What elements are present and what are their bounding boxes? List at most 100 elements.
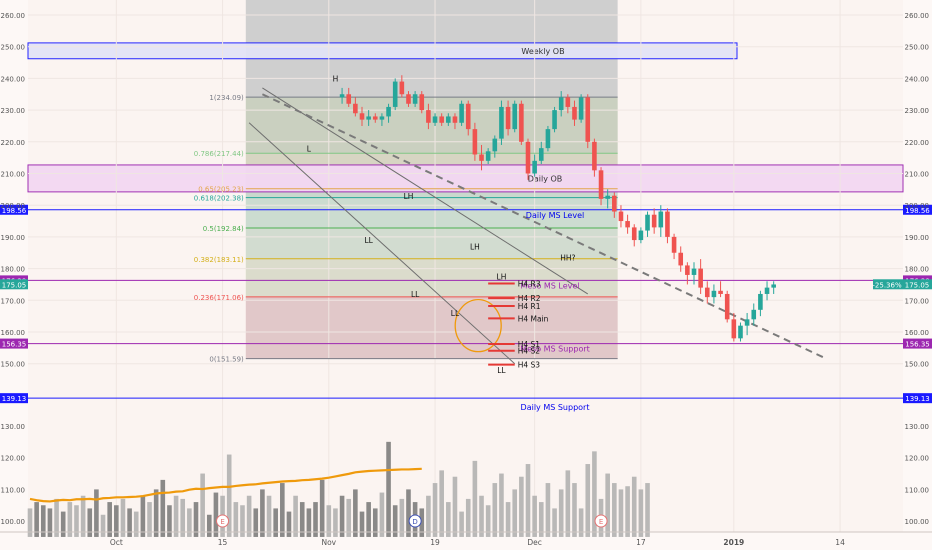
candle-body — [744, 319, 750, 326]
left-price-tick: 220.00 — [1, 139, 26, 147]
volume-bar — [27, 508, 33, 537]
candle-body — [452, 116, 458, 123]
volume-bar — [286, 511, 292, 537]
volume-bar — [638, 489, 644, 537]
right-volume-tick: 120.00 — [905, 455, 930, 463]
right-price-tick: 190.00 — [905, 234, 930, 242]
left-volume-tick: 130.00 — [1, 423, 26, 431]
left-price-tick: 200.00 — [1, 202, 26, 210]
volume-bar — [87, 508, 93, 537]
structure-label: LL — [364, 236, 373, 245]
right-price-tick: 250.00 — [905, 44, 930, 52]
volume-bar — [439, 470, 444, 537]
volume-bar — [319, 479, 325, 537]
volume-bar — [392, 505, 398, 537]
volume-bar — [612, 483, 617, 537]
candle-body — [485, 151, 491, 161]
key-level-label: Daily MS Level — [526, 211, 584, 220]
left-price-tick: 210.00 — [1, 171, 26, 179]
volume-bar — [399, 498, 405, 537]
volume-bar — [280, 483, 285, 537]
volume-bar — [339, 495, 345, 537]
structure-label: LH — [404, 192, 414, 201]
volume-bar — [293, 495, 298, 537]
candle-body — [392, 81, 398, 107]
right-volume-tick: 100.00 — [905, 518, 930, 526]
volume-bar — [60, 511, 66, 537]
volume-bar — [47, 508, 53, 537]
volume-bar — [512, 489, 518, 537]
fib-level-label: 0.618(202.38) — [194, 195, 244, 203]
candle-body — [339, 94, 345, 98]
right-price-tag — [903, 338, 932, 349]
pivot-label: H4 R2 — [518, 294, 541, 303]
fib-level-label: 1(234.09) — [209, 94, 244, 102]
candle-body — [618, 211, 624, 222]
candle-body — [426, 110, 431, 123]
volume-bar — [313, 502, 318, 537]
key-level-label: Daily MS Support — [521, 403, 590, 412]
volume-bar — [605, 473, 610, 537]
candle-body — [525, 141, 531, 174]
volume-bar — [346, 498, 352, 537]
zone-label: Weekly OB — [521, 47, 564, 56]
volume-bar — [34, 502, 39, 537]
key-level-label: Meso MS Level — [520, 281, 579, 290]
fib-band — [245, 197, 618, 229]
volume-bar — [519, 476, 524, 537]
current-price-tag-left-text: 175.05 — [2, 281, 27, 289]
volume-bar — [67, 502, 73, 537]
volume-bar — [552, 508, 557, 537]
candle-body — [578, 97, 584, 120]
left-price-tag — [0, 338, 28, 349]
volume-bar — [299, 502, 305, 537]
current-price-tag-right-text: 175.05 — [905, 281, 930, 289]
volume-bar — [246, 495, 252, 537]
candle-body — [704, 287, 710, 298]
volume-bar — [585, 464, 591, 537]
labels-layer: 1(234.09) 0.786(217.44) 0.65(205.23)0.618(… — [194, 75, 608, 528]
volume-bar — [618, 489, 624, 537]
volume-bar — [592, 451, 597, 537]
candle-body — [718, 290, 723, 294]
candle-body — [572, 106, 577, 120]
candle-body — [545, 129, 551, 149]
event-marker-label: E — [599, 518, 603, 526]
left-price-tag-text: 139.13 — [2, 395, 27, 403]
structure-label: HH? — [560, 254, 575, 263]
right-price-tag — [903, 204, 932, 215]
left-price-tag — [0, 393, 28, 404]
volume-bar — [173, 495, 179, 537]
x-tick-label: Oct — [110, 538, 123, 547]
event-marker — [594, 514, 608, 528]
candle-body — [565, 97, 571, 107]
candle-body — [585, 97, 591, 142]
volume-bar — [133, 511, 139, 537]
candle-body — [499, 106, 504, 139]
x-tick-label: 2019 — [723, 538, 744, 547]
zone-label: Daily OB — [528, 174, 563, 183]
event-marker-label: E — [220, 518, 224, 526]
volume-bar — [505, 502, 511, 537]
x-tick-label: 15 — [218, 538, 228, 547]
fib-band — [245, 188, 618, 198]
volume-bar — [167, 505, 172, 537]
volume-bar — [213, 492, 219, 537]
trend-dashed-line — [261, 93, 828, 360]
volume-bar — [54, 498, 59, 537]
volume-bar — [107, 502, 112, 537]
left-volume-tick: 110.00 — [1, 486, 26, 494]
volume-bar — [140, 495, 146, 537]
candle-body — [412, 94, 418, 104]
candle-body — [439, 116, 444, 123]
channel-lower-line — [248, 122, 516, 365]
volume-bar — [625, 486, 630, 537]
left-volume-tick: 120.00 — [1, 455, 26, 463]
candle-body — [399, 81, 405, 95]
volume-bar — [306, 508, 312, 537]
right-price-tick: 200.00 — [905, 202, 930, 210]
volume-bar — [366, 502, 371, 537]
volume-bar — [578, 508, 584, 537]
pivot-label: H4 S2 — [518, 347, 541, 356]
